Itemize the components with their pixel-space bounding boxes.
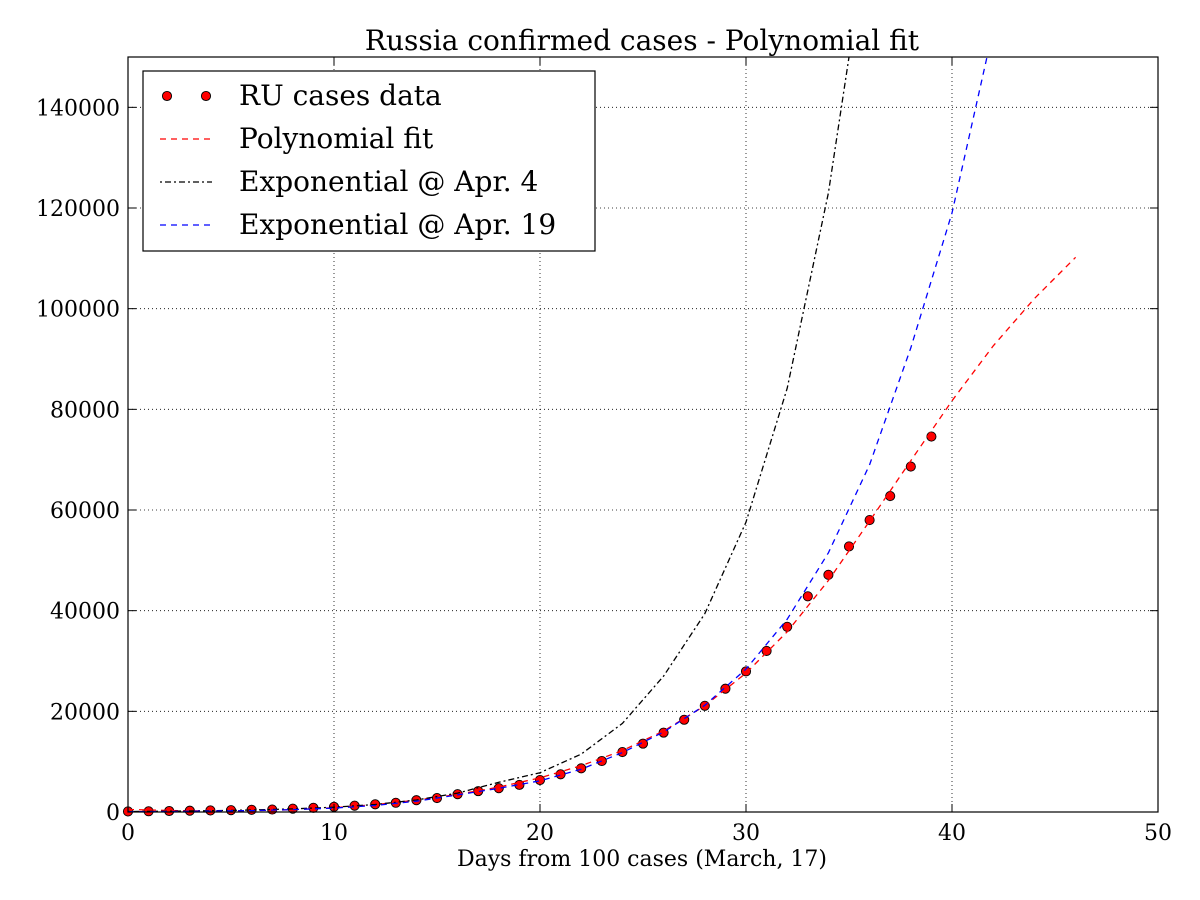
y-tick-label: 0 (106, 801, 120, 826)
legend-item-ru-cases-data: RU cases data (161, 79, 442, 112)
data-point (905, 461, 916, 472)
legend-box (142, 70, 596, 252)
legend-label: Polynomial fit (239, 122, 434, 155)
legend: RU cases data Polynomial fit Exponential @… (142, 70, 596, 252)
legend-marker (161, 90, 173, 102)
y-tick-label: 120000 (36, 197, 120, 222)
data-point (596, 755, 607, 767)
x-tick-label: 20 (526, 821, 554, 846)
y-tick-label: 40000 (50, 600, 120, 625)
y-tick-label: 20000 (50, 700, 120, 725)
x-tick-label: 50 (1144, 821, 1172, 846)
y-tick-label: 100000 (36, 298, 120, 323)
data-point (555, 769, 566, 780)
legend-item-polynomial-fit: Polynomial fit (160, 122, 434, 155)
legend-label: Exponential @ Apr. 4 (239, 165, 538, 198)
y-tick-label: 140000 (36, 96, 120, 121)
data-point (534, 775, 546, 786)
x-axis-title: Days from 100 cases (March, 17) (457, 847, 827, 872)
x-tick-label: 30 (732, 821, 760, 846)
series-layer (122, 57, 1077, 817)
legend-marker (200, 90, 212, 102)
series-line-exponential-apr-4 (128, 57, 850, 812)
legend-item-exponential-apr-4: Exponential @ Apr. 4 (160, 165, 538, 198)
series-line-exponential-apr-19 (128, 57, 988, 812)
legend-label: RU cases data (239, 79, 442, 112)
x-tick-label: 10 (320, 821, 348, 846)
x-tick-label: 40 (938, 821, 966, 846)
data-point (843, 541, 855, 552)
data-point (823, 569, 834, 580)
data-point (576, 763, 587, 774)
data-point (782, 621, 793, 632)
x-tick-label: 0 (121, 821, 135, 846)
data-point (802, 591, 813, 602)
data-point (761, 645, 772, 656)
legend-item-exponential-apr-19: Exponential @ Apr. 19 (160, 208, 556, 241)
axis-ticks: 0 10 20 30 40 50 0 20000 40000 60000 80000 100000 12… (36, 57, 1172, 846)
y-tick-label: 80000 (50, 398, 120, 423)
legend-label: Exponential @ Apr. 19 (239, 208, 556, 241)
plot-frame (127, 56, 1159, 813)
chart-title: Russia confirmed cases - Polynomial fit (365, 24, 920, 57)
y-tick-label: 60000 (50, 499, 120, 524)
data-point (740, 666, 752, 677)
